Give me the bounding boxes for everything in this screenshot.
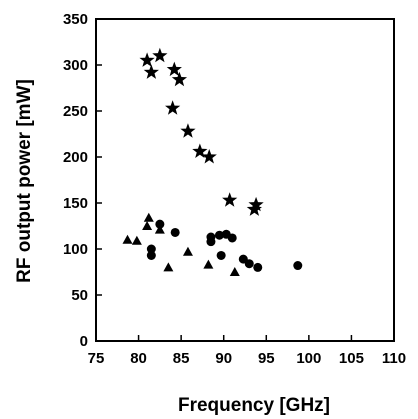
y-tick-label: 0 <box>80 333 88 350</box>
star-marker <box>201 149 217 164</box>
x-tick-label: 75 <box>88 350 105 367</box>
triangle-marker <box>163 262 174 272</box>
x-tick-label: 105 <box>339 350 364 367</box>
star-marker <box>246 201 262 216</box>
series-triangle <box>122 212 240 276</box>
circle-marker <box>155 219 165 229</box>
series-star <box>139 47 264 216</box>
y-tick-label: 300 <box>63 57 88 74</box>
star-marker <box>165 100 181 115</box>
circle-marker <box>244 259 254 269</box>
x-axis: 75 80 85 90 95 100 105 110 <box>88 335 406 367</box>
triangle-marker <box>203 259 214 269</box>
plot-frame <box>95 18 395 342</box>
star-marker <box>139 52 155 67</box>
star-marker <box>180 123 196 138</box>
circle-marker <box>214 230 224 240</box>
circle-marker <box>206 232 216 242</box>
x-tick-label: 80 <box>130 350 147 367</box>
x-tick-label: 110 <box>382 350 406 367</box>
y-tick-label: 50 <box>71 287 88 304</box>
circle-marker <box>253 262 263 272</box>
series-circle <box>146 219 303 272</box>
x-tick-label: 95 <box>258 350 275 367</box>
circle-marker <box>293 261 303 271</box>
y-tick-label: 350 <box>63 11 88 28</box>
star-marker <box>248 196 264 212</box>
data-points <box>122 47 303 276</box>
plot-border <box>95 18 395 342</box>
circle-marker <box>146 244 156 254</box>
triangle-marker <box>229 267 240 276</box>
circle-marker <box>216 250 226 260</box>
y-tick-label: 200 <box>63 149 88 166</box>
triangle-marker <box>154 224 165 234</box>
star-marker <box>192 143 208 158</box>
x-tick-label: 85 <box>173 350 190 367</box>
star-marker <box>222 192 238 207</box>
circle-marker <box>146 250 156 260</box>
circle-marker <box>170 227 180 237</box>
y-axis-title: RF output power [mW] <box>14 79 35 283</box>
triangle-marker <box>143 212 154 222</box>
triangle-marker <box>182 246 193 256</box>
y-axis: 0 50 100 150 200 250 300 350 <box>63 11 102 350</box>
star-marker <box>171 71 188 87</box>
triangle-marker <box>122 234 133 244</box>
circle-marker <box>227 233 237 243</box>
star-marker <box>143 64 159 79</box>
triangle-marker <box>131 235 142 245</box>
y-tick-label: 100 <box>63 241 88 258</box>
x-tick-label: 100 <box>296 350 321 367</box>
x-axis-title: Frequency [GHz] <box>178 395 330 416</box>
star-marker <box>166 61 182 77</box>
triangle-marker <box>142 221 153 230</box>
x-tick-label: 90 <box>215 350 232 367</box>
y-tick-label: 150 <box>63 195 88 212</box>
y-tick-label: 250 <box>63 103 88 120</box>
star-marker <box>152 47 168 63</box>
